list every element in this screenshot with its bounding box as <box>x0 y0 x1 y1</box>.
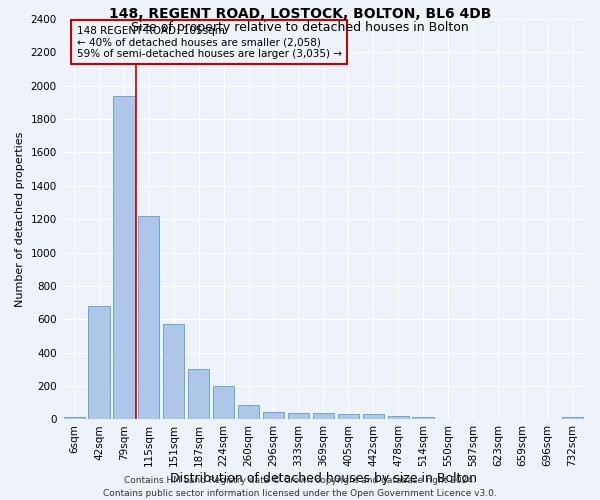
Text: 148, REGENT ROAD, LOSTOCK, BOLTON, BL6 4DB: 148, REGENT ROAD, LOSTOCK, BOLTON, BL6 4… <box>109 8 491 22</box>
Y-axis label: Number of detached properties: Number of detached properties <box>15 132 25 307</box>
Bar <box>263 412 284 420</box>
Bar <box>362 414 384 420</box>
Bar <box>163 324 184 420</box>
Bar <box>113 96 134 420</box>
X-axis label: Distribution of detached houses by size in Bolton: Distribution of detached houses by size … <box>170 472 477 485</box>
Bar <box>138 216 160 420</box>
Bar <box>412 417 434 420</box>
Text: 148 REGENT ROAD: 105sqm
← 40% of detached houses are smaller (2,058)
59% of semi: 148 REGENT ROAD: 105sqm ← 40% of detache… <box>77 26 341 59</box>
Bar <box>88 306 110 420</box>
Bar <box>388 416 409 420</box>
Bar <box>188 368 209 420</box>
Bar <box>238 406 259 419</box>
Bar <box>562 417 583 420</box>
Bar <box>338 414 359 420</box>
Text: Contains HM Land Registry data © Crown copyright and database right 2024.
Contai: Contains HM Land Registry data © Crown c… <box>103 476 497 498</box>
Bar <box>213 386 234 420</box>
Bar <box>288 413 309 420</box>
Text: Size of property relative to detached houses in Bolton: Size of property relative to detached ho… <box>131 21 469 34</box>
Bar <box>313 413 334 420</box>
Bar <box>64 417 85 420</box>
